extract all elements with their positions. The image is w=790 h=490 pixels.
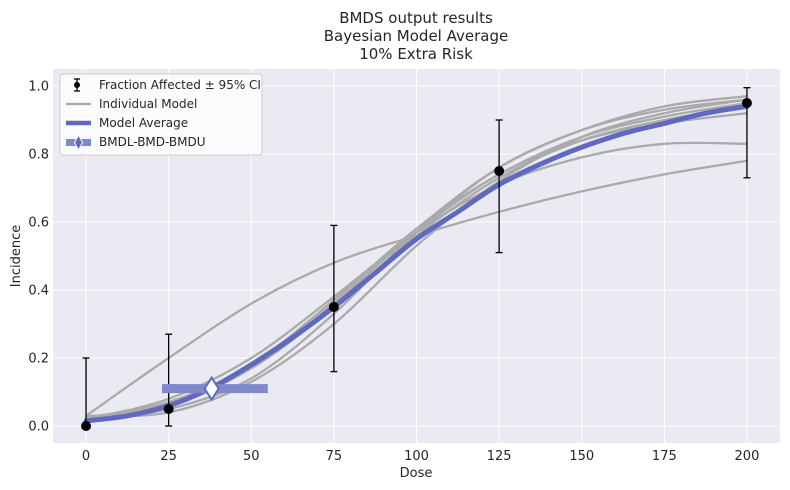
x-tick-label: 75 [326, 449, 343, 464]
y-tick-label: 0.6 [28, 216, 49, 231]
tick-labels: 0 25 50 75 100 125 150 175 200 0.0 0.2 0.4 0.6 0.8 1.0 [28, 80, 759, 465]
legend-individual-label: Individual Model [99, 97, 197, 111]
observed-point [163, 404, 174, 414]
x-tick-label: 125 [487, 449, 512, 464]
chart-title-line-2: Bayesian Model Average [324, 27, 508, 45]
x-axis-label: Dose [400, 466, 433, 481]
bmd-diamond [203, 375, 220, 402]
observed-data [81, 87, 752, 431]
legend-bmd-label: BMDL-BMD-BMDU [99, 135, 206, 149]
observed-point [494, 166, 505, 176]
x-tick-label: 0 [82, 449, 90, 464]
x-tick-label: 175 [652, 449, 677, 464]
chart-title-line-1: BMDS output results [339, 9, 493, 27]
legend-average-label: Model Average [99, 116, 188, 130]
observed-point [741, 98, 752, 108]
legend-observed-symbol [74, 78, 80, 92]
y-tick-label: 0.2 [28, 352, 49, 367]
observed-point [328, 302, 339, 312]
observed-point [81, 421, 92, 431]
chart-title-line-3: 10% Extra Risk [359, 45, 473, 63]
legend-bmd-symbol [66, 133, 91, 152]
y-tick-label: 1.0 [28, 80, 49, 95]
individual-model-line [85, 98, 748, 418]
legend-box [59, 73, 263, 156]
y-tick-label: 0.4 [28, 284, 49, 299]
legend-observed-label: Fraction Affected ± 95% CI [99, 78, 261, 92]
legend: Fraction Affected ± 95% CI Individual Mo… [59, 73, 263, 156]
model-average [83, 103, 750, 424]
x-tick-label: 200 [735, 449, 760, 464]
y-axis-label: Incidence [9, 225, 24, 287]
model-average-line [83, 103, 750, 424]
bmd-marker [162, 375, 268, 402]
y-tick-label: 0.0 [28, 420, 49, 435]
x-tick-label: 50 [243, 449, 260, 464]
y-tick-label: 0.8 [28, 148, 49, 163]
x-tick-label: 150 [569, 449, 594, 464]
x-tick-label: 100 [404, 449, 429, 464]
x-tick-label: 25 [160, 449, 177, 464]
